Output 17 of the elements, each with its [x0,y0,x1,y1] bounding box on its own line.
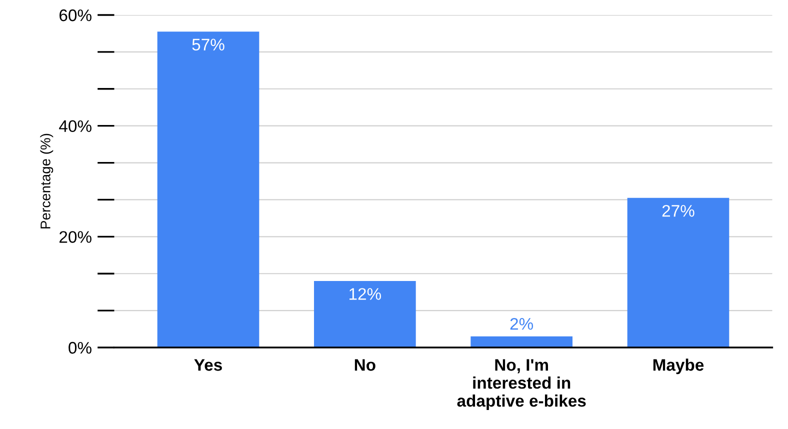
bar [157,32,260,348]
bar [627,198,730,348]
bar [314,280,416,348]
y-tick-label: 60% [60,9,92,22]
x-tick-label: No, I'm interested in adaptive e-bikes [457,359,586,410]
y-tick-label: 20% [60,231,92,243]
x-tick-label: Maybe [653,358,704,374]
data-label: 27% [662,204,694,217]
x-tick-label: No [354,359,376,371]
y-tick-label: 40% [59,120,92,132]
data-label: 57% [192,38,224,51]
x-tick-label: Yes [194,359,222,371]
y-tick-label: 0% [68,342,92,354]
data-label: 2% [510,318,534,330]
bar [470,336,572,348]
data-label: 12% [350,288,382,300]
y-axis-title: Percentage (%) [40,134,54,228]
